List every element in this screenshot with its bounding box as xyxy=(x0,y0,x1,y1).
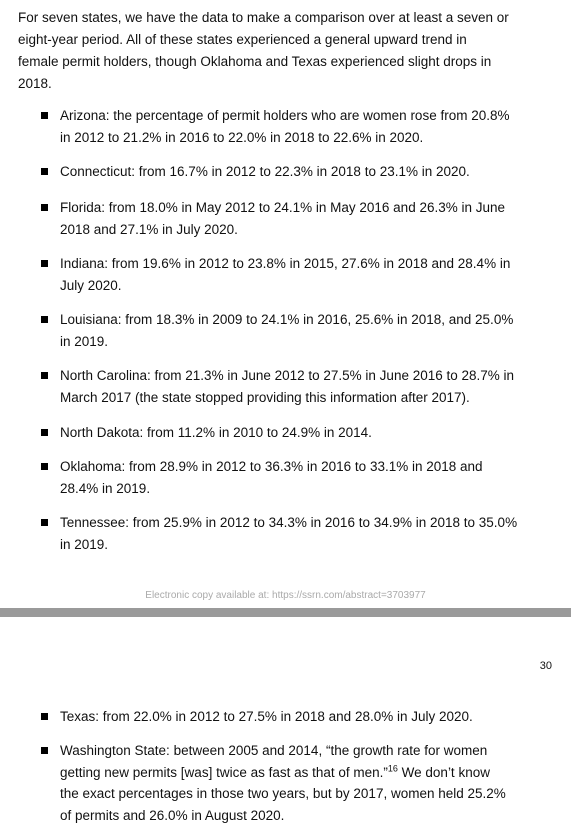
text: getting new permits [was] twice as fast … xyxy=(60,764,388,780)
bullet xyxy=(41,204,48,211)
bullet-text: North Carolina: from 21.3% in June 2012 … xyxy=(60,368,515,383)
bullet-text: of permits and 26.0% in August 2020. xyxy=(60,807,285,823)
paragraph-line: eight-year period. All of these states e… xyxy=(18,32,467,47)
page-number: 30 xyxy=(539,660,552,672)
bullet-text: 2018 and 27.1% in July 2020. xyxy=(60,221,238,237)
footnote-ref: 16 xyxy=(387,763,398,773)
bullet xyxy=(41,372,48,379)
paragraph-line: female permit holders, though Oklahoma a… xyxy=(18,54,492,69)
bullet-text: 28.4% in 2019. xyxy=(60,480,151,496)
bullet xyxy=(41,713,48,720)
bullet-text: North Dakota: from 11.2% in 2010 to 24.9… xyxy=(60,425,372,440)
bullet xyxy=(41,168,48,175)
bullet-text: in 2019. xyxy=(60,333,109,349)
bullet-text: Arizona: the percentage of permit holder… xyxy=(60,108,510,123)
bullet-text: Connecticut: from 16.7% in 2012 to 22.3%… xyxy=(60,164,470,179)
bullet xyxy=(41,519,48,526)
bullet-text: the exact percentages in those two years… xyxy=(60,786,506,801)
bullet-text: Texas: from 22.0% in 2012 to 27.5% in 20… xyxy=(60,709,473,724)
bullet xyxy=(41,260,48,267)
text: We don’t know xyxy=(397,764,490,780)
bullet-text: getting new permits [was] twice as fast … xyxy=(60,762,490,784)
bullet-text: in 2012 to 21.2% in 2016 to 22.0% in 201… xyxy=(60,129,424,145)
bullet-text: March 2017 (the state stopped providing … xyxy=(60,389,470,405)
paragraph-line: For seven states, we have the data to ma… xyxy=(18,10,509,25)
bullet xyxy=(41,429,48,436)
bullet xyxy=(41,112,48,119)
footer: Electronic copy available at: https://ss… xyxy=(145,590,426,601)
page-break xyxy=(0,608,571,617)
bullet-text: Oklahoma: from 28.9% in 2012 to 36.3% in… xyxy=(60,459,483,474)
paragraph-line: 2018. xyxy=(18,76,52,91)
bullet-text: Washington State: between 2005 and 2014,… xyxy=(60,743,488,758)
bullet xyxy=(41,463,48,470)
bullet-text: Louisiana: from 18.3% in 2009 to 24.1% i… xyxy=(60,312,514,327)
bullet xyxy=(41,747,48,754)
bullet-text: Indiana: from 19.6% in 2012 to 23.8% in … xyxy=(60,256,511,271)
bullet-text: July 2020. xyxy=(60,277,122,293)
bullet-text: in 2019. xyxy=(60,536,109,552)
bullet-text: Florida: from 18.0% in May 2012 to 24.1%… xyxy=(60,200,506,215)
bullet xyxy=(41,316,48,323)
bullet-text: Tennessee: from 25.9% in 2012 to 34.3% i… xyxy=(60,515,518,530)
